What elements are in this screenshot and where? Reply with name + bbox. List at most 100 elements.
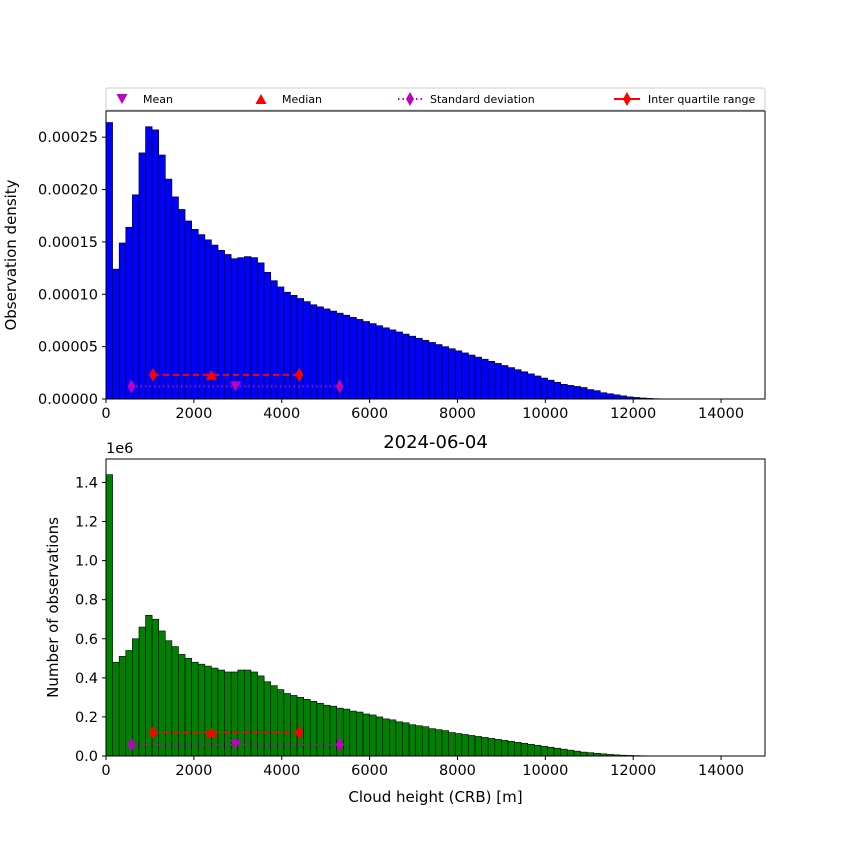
histogram-bar [389,329,397,400]
histogram-bar [151,129,160,400]
histogram-bar [257,262,265,400]
histogram-bar [244,256,252,400]
x-tick-label: 10000 [522,763,568,779]
histogram-bar [408,724,417,757]
legend-std-symbol [406,92,414,106]
histogram-bar [553,381,562,400]
x-tick-label: 0 [101,406,110,422]
histogram-bar [534,375,542,400]
y-tick-label: 1.0 [75,554,98,570]
x-tick-label: 14000 [698,406,744,422]
x-tick-label: 8000 [439,406,476,422]
histogram-bar [277,689,285,757]
y-tick-label: 0.00015 [38,235,98,251]
y-tick-label: 0.4 [75,671,98,687]
x-tick-label: 4000 [263,406,300,422]
histogram-bar [474,736,482,757]
histogram-bar [461,734,469,757]
iqr-marker [295,725,304,740]
histogram-bar [329,705,337,757]
histogram-bar [118,242,127,400]
histogram-bar [165,640,173,757]
histogram-bar [283,693,291,757]
histogram-bar [362,713,370,757]
x-tick-label: 2000 [175,406,212,422]
x-tick-label: 0 [101,763,110,779]
histogram-bar [547,379,555,400]
histogram-bar [105,474,113,757]
y-tick-label: 0.8 [75,593,98,609]
x-axis: 0 2000 4000 6000 8000 10000 12000 14000 [101,399,744,422]
histogram-bar [441,730,449,757]
histogram-bar [309,304,318,400]
histogram-bar [171,646,179,757]
histogram-bar [454,733,463,757]
histogram-bar [171,196,179,400]
histogram-bar [461,352,469,400]
histogram-bar [415,725,423,757]
histogram-bar [527,743,535,757]
histogram-bar [105,122,113,400]
y-tick-label: 0.2 [75,710,98,726]
histogram-bar [277,286,285,400]
histogram-bar [560,384,568,400]
histogram-bar [514,742,522,757]
histogram-bar [349,710,357,757]
x-tick-label: 4000 [263,763,300,779]
legend: Mean Median Standard deviation Inter quarti… [105,87,766,111]
histogram-bar [586,389,594,400]
histogram-bar [329,310,337,400]
x-tick-label: 8000 [439,763,476,779]
y-axis-label: Observation density [2,179,20,330]
histogram-bar [316,702,324,757]
histogram-bar [448,348,456,400]
histogram-bar [507,741,515,757]
histogram-bar [566,749,575,757]
histogram-bar [599,392,608,400]
histogram-bar [520,371,529,400]
std-marker [127,737,136,752]
histogram-bar [296,697,304,757]
histogram-bar [580,751,588,757]
histogram-bar [573,750,581,757]
histogram-bar [428,342,436,400]
histogram-bar [560,748,568,757]
histogram-bar [435,344,443,400]
histogram-bar [342,314,351,400]
histogram-bar [132,194,140,400]
histogram-bar [382,327,390,400]
y-tick-label: 0.00020 [38,183,98,199]
histogram-bar [323,308,331,400]
statistics-markers [127,725,344,752]
histogram-bar [138,152,146,400]
iqr-marker [295,367,304,382]
y-tick-label: 0.6 [75,632,98,648]
histogram-bar [553,747,562,757]
histogram-bar [487,360,496,400]
histogram-bar [244,669,252,757]
histogram-bar [540,745,548,757]
legend-iqr-symbol [623,92,631,106]
legend-label-median: Median [282,93,322,106]
histogram-bar [296,298,304,400]
histogram-bar [389,719,397,757]
histogram-bar [402,722,410,757]
density-chart: 0 2000 4000 6000 8000 10000 12000 140000.000000… [2,110,766,422]
histogram-bar [501,365,509,400]
x-axis: 0 2000 4000 6000 8000 10000 12000 14000 [101,756,744,779]
histogram-bar [613,394,621,400]
x-tick-label: 14000 [698,763,744,779]
histogram-bar [448,732,456,757]
histogram-bar [197,663,206,757]
histogram-bar [540,377,548,400]
histogram-bar [356,319,364,400]
histogram-bar [481,358,489,400]
histogram-bar [422,726,430,757]
y-axis-label: Number of observations [44,517,62,698]
histogram-bar [501,740,509,757]
histogram-bar [375,716,384,757]
x-tick-label: 2000 [175,763,212,779]
histogram-bar [112,268,120,400]
legend-box [105,87,766,111]
histogram-bar [145,126,153,400]
